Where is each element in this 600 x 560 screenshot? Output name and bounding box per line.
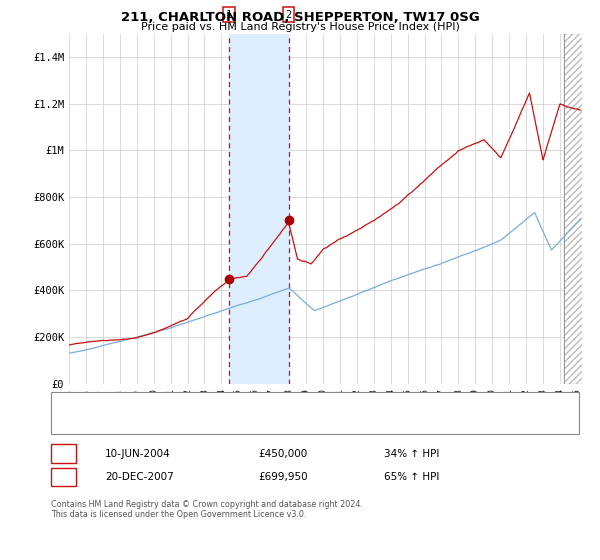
- Text: HPI: Average price, detached house, Spelthorne: HPI: Average price, detached house, Spel…: [100, 418, 328, 427]
- Text: 34% ↑ HPI: 34% ↑ HPI: [384, 449, 439, 459]
- Text: 1: 1: [226, 10, 232, 20]
- Bar: [564, 34, 590, 384]
- Text: £699,950: £699,950: [258, 472, 308, 482]
- Text: 65% ↑ HPI: 65% ↑ HPI: [384, 472, 439, 482]
- Text: 20-DEC-2007: 20-DEC-2007: [105, 472, 174, 482]
- Text: 2: 2: [286, 10, 292, 20]
- Bar: [229, 34, 289, 384]
- Text: 2: 2: [61, 472, 67, 482]
- Text: This data is licensed under the Open Government Licence v3.0.: This data is licensed under the Open Gov…: [51, 510, 307, 519]
- Text: 1: 1: [61, 449, 67, 459]
- Text: 10-JUN-2004: 10-JUN-2004: [105, 449, 171, 459]
- Text: Price paid vs. HM Land Registry's House Price Index (HPI): Price paid vs. HM Land Registry's House …: [140, 22, 460, 32]
- Text: Contains HM Land Registry data © Crown copyright and database right 2024.: Contains HM Land Registry data © Crown c…: [51, 500, 363, 508]
- Text: 211, CHARLTON ROAD, SHEPPERTON, TW17 0SG (detached house): 211, CHARLTON ROAD, SHEPPERTON, TW17 0SG…: [100, 400, 416, 409]
- Text: £450,000: £450,000: [258, 449, 307, 459]
- Text: 211, CHARLTON ROAD, SHEPPERTON, TW17 0SG: 211, CHARLTON ROAD, SHEPPERTON, TW17 0SG: [121, 11, 479, 24]
